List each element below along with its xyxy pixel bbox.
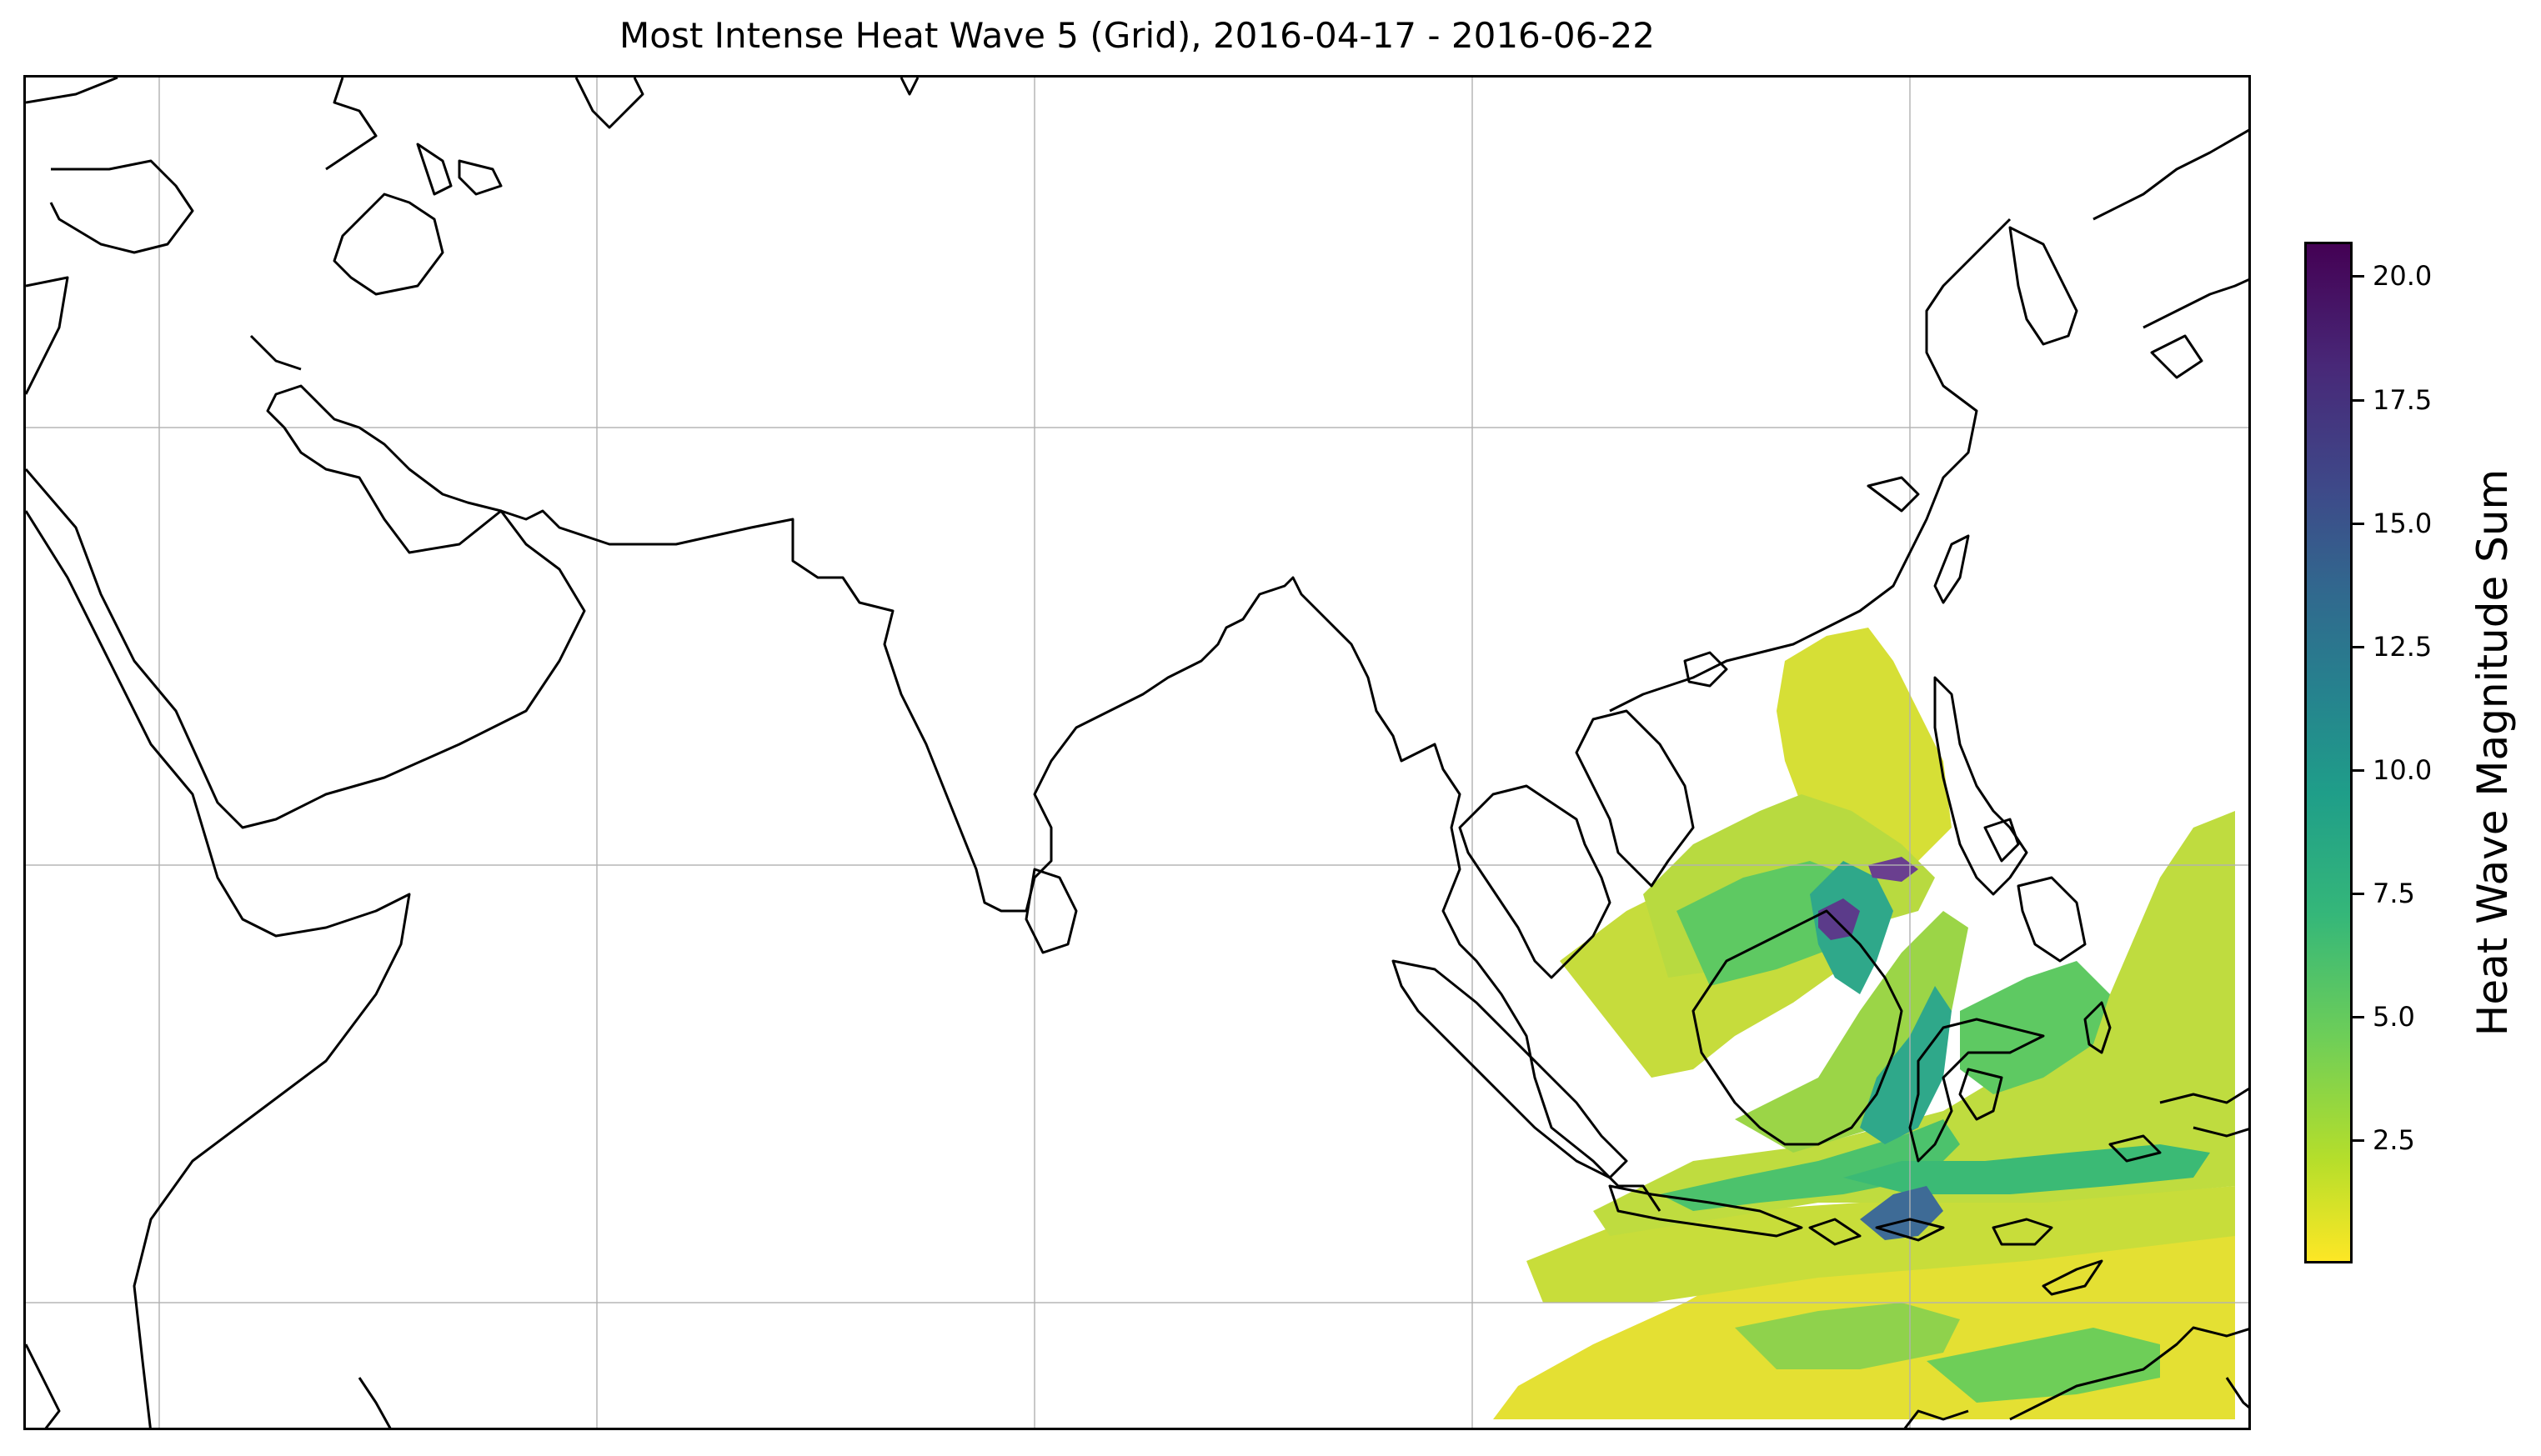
- map-frame[interactable]: [23, 75, 2251, 1430]
- colorbar-tick-mark: [2353, 892, 2364, 895]
- colorbar-title: Heat Wave Magnitude Sum: [2468, 468, 2517, 1037]
- colorbar-tick-label: 5.0: [2373, 1000, 2415, 1033]
- colorbar-tick-mark: [2353, 522, 2364, 525]
- chart-title: Most Intense Heat Wave 5 (Grid), 2016-04…: [619, 15, 1655, 56]
- colorbar: [2304, 242, 2353, 1263]
- colorbar-tick-label: 17.5: [2373, 383, 2433, 416]
- colorbar-tick-mark: [2353, 1015, 2364, 1018]
- colorbar-tick-label: 20.0: [2373, 260, 2433, 293]
- colorbar-tick-mark: [2353, 768, 2364, 772]
- colorbar-tick-label: 15.0: [2373, 507, 2433, 539]
- map-svg: [26, 78, 2248, 1428]
- colorbar-tick-label: 12.5: [2373, 630, 2433, 663]
- gridlines: [26, 78, 2248, 1428]
- colorbar-tick-mark: [2353, 275, 2364, 278]
- heatwave-field: [1493, 628, 2235, 1419]
- colorbar-tick-label: 2.5: [2373, 1123, 2415, 1156]
- colorbar-tick-mark: [2353, 1138, 2364, 1142]
- colorbar-tick-mark: [2353, 398, 2364, 402]
- colorbar-tick-label: 7.5: [2373, 877, 2415, 909]
- colorbar-tick-label: 10.0: [2373, 753, 2433, 786]
- colorbar-tick-mark: [2353, 645, 2364, 648]
- coastlines: [26, 78, 2248, 1428]
